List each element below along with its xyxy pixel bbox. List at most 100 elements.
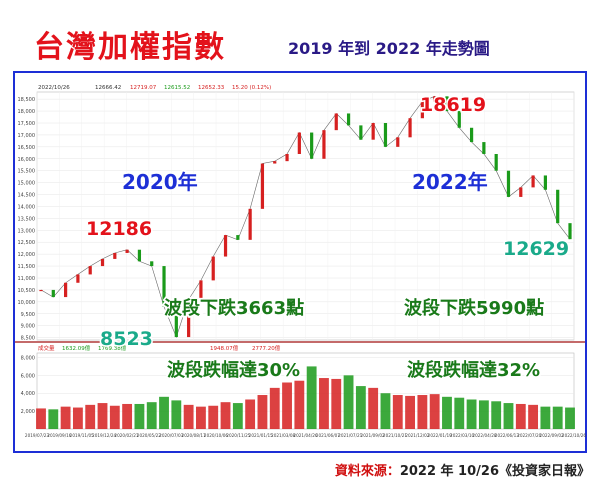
volume-bar xyxy=(171,400,182,429)
y-tick-label: 12,500 xyxy=(18,240,36,246)
volume-bar xyxy=(196,406,206,429)
y-tick-label: 15,000 xyxy=(18,181,36,187)
x-tick-label: 2019/12/24 xyxy=(92,433,116,438)
price-candle xyxy=(39,289,43,292)
price-candle xyxy=(211,256,215,281)
volume-bar xyxy=(294,380,305,429)
low-2020-label: 8523 xyxy=(100,328,153,350)
price-candle xyxy=(150,261,154,267)
price-candle xyxy=(76,274,80,283)
volume-bar xyxy=(257,395,268,429)
y-tick-label: 13,000 xyxy=(18,228,36,234)
volume-info-bar: 成交量 1632.09億 1769.38億 1948.07億 2777.20億 xyxy=(38,344,281,352)
y-tick-label: 11,000 xyxy=(18,276,36,282)
volume-bar xyxy=(405,395,415,429)
x-tick-label: 2022/03/10 xyxy=(450,433,474,438)
annotations: 2020年 2022年 12186 18619 8523 12629 波段下跌3… xyxy=(85,93,571,383)
price-candle xyxy=(346,113,351,126)
x-tick-label: 2022/04/28 xyxy=(472,433,496,438)
year-2020-label: 2020年 xyxy=(122,170,198,194)
price-candle xyxy=(408,118,412,138)
price-candle xyxy=(359,125,363,140)
x-tick-label: 2021/04/26 xyxy=(293,433,317,438)
y-tick-label: 15,500 xyxy=(18,169,36,175)
volume-bar xyxy=(232,403,243,429)
x-tick-label: 2021/07/21 xyxy=(338,433,362,438)
volume-bar xyxy=(343,375,354,429)
y-tick-label: 14,000 xyxy=(18,204,36,210)
price-candle xyxy=(162,266,166,307)
volume-bar xyxy=(491,401,502,429)
volume-bar xyxy=(220,402,231,429)
y-tick-label: 9,000 xyxy=(21,324,35,330)
price-candle xyxy=(383,123,388,147)
volume-bar xyxy=(454,397,465,429)
volume-bar xyxy=(282,382,292,429)
volume-bar xyxy=(565,407,575,429)
x-tick-label: 2022/07/20 xyxy=(517,433,541,438)
volume-tick-label: 2,000 xyxy=(21,409,35,415)
y-tick-label: 8,500 xyxy=(21,336,35,342)
price-candle xyxy=(396,137,400,147)
price-candle xyxy=(469,127,474,143)
high-2020-label: 12186 xyxy=(86,218,152,240)
volume-bar xyxy=(109,405,120,429)
y-tick-label: 10,500 xyxy=(18,288,36,294)
volume-bar xyxy=(319,378,329,429)
y-tick-label: 10,000 xyxy=(18,300,36,306)
volume-bar xyxy=(442,396,452,429)
info-open: 12666.42 xyxy=(95,85,121,91)
y-tick-label: 14,500 xyxy=(18,193,36,199)
y-tick-label: 16,500 xyxy=(18,145,36,151)
price-candle xyxy=(223,235,228,257)
x-tick-label: 2021/01/15 xyxy=(249,433,273,438)
volume-bar xyxy=(60,406,71,429)
info-bar: 2022/10/26 12666.42 12719.07 12615.52 12… xyxy=(38,85,271,91)
price-candle xyxy=(273,161,277,164)
x-tick-label: 2020/10/06 xyxy=(204,433,228,438)
info-close: 12652.33 xyxy=(198,85,225,91)
info-change: 15.20 (0.12%) xyxy=(232,85,271,91)
volume-bar xyxy=(429,394,440,429)
y-tick-label: 13,500 xyxy=(18,216,36,222)
x-tick-label: 2021/12/02 xyxy=(405,433,429,438)
volume-val-1: 1632.09億 xyxy=(62,344,91,352)
volume-axis: 8,000 6,000 4,000 2,000 xyxy=(21,355,35,415)
price-candle xyxy=(100,258,105,267)
drop-2022-label: 波段下跌5990點 xyxy=(404,297,544,319)
price-candle xyxy=(248,208,252,240)
volume-tick-label: 6,000 xyxy=(21,373,35,379)
x-tick-label: 2020/08/17 xyxy=(182,433,206,438)
price-candle xyxy=(334,113,338,131)
grid-layer xyxy=(36,92,575,412)
y-tick-label: 18,500 xyxy=(18,97,36,103)
price-candle xyxy=(113,252,117,259)
x-tick-label: 2022/09/02 xyxy=(540,433,564,438)
y-tick-label: 17,000 xyxy=(18,133,36,139)
x-tick-label: 2020/07/03 xyxy=(159,433,183,438)
x-tick-label: 2021/10/21 xyxy=(383,433,407,438)
x-tick-label: 2019/09/16 xyxy=(47,433,71,438)
y-tick-label: 17,500 xyxy=(18,121,36,127)
x-tick-label: 2022/06/13 xyxy=(495,433,519,438)
y-tick-label: 16,000 xyxy=(18,157,36,163)
price-candle xyxy=(371,123,375,140)
x-tick-label: 2022/01/19 xyxy=(428,433,452,438)
price-candle xyxy=(568,223,572,240)
y-tick-label: 12,000 xyxy=(18,252,36,258)
x-tick-label: 2021/09/02 xyxy=(361,433,385,438)
volume-bar xyxy=(36,408,46,429)
x-tick-label: 2019/11/05 xyxy=(70,433,94,438)
high-2022-label: 18619 xyxy=(420,94,486,116)
volume-bar xyxy=(417,395,428,429)
price-candle xyxy=(556,189,560,224)
price-candle xyxy=(445,96,449,112)
price-series xyxy=(39,95,572,338)
volume-bars xyxy=(36,366,575,429)
volume-bar xyxy=(97,403,108,429)
price-candle xyxy=(457,111,461,128)
price-candle xyxy=(137,249,142,262)
volume-bar xyxy=(72,407,83,429)
price-line xyxy=(40,95,571,338)
